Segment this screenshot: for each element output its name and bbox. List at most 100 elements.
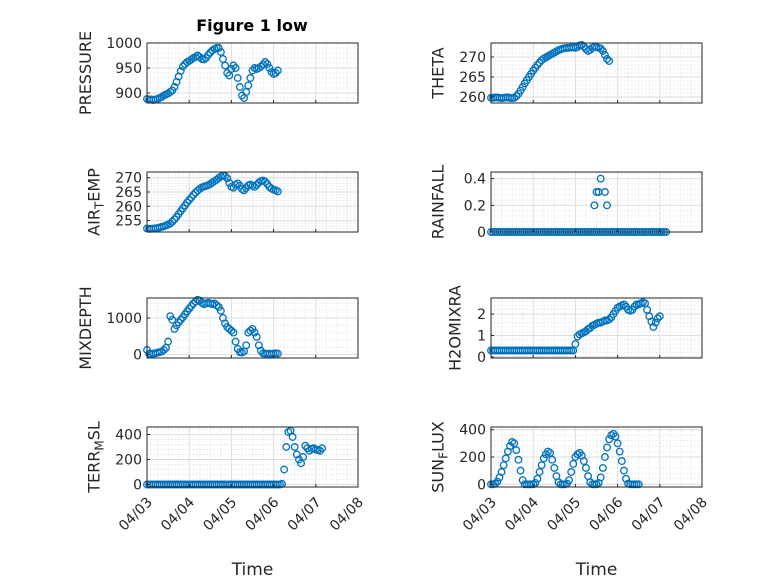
data-point xyxy=(282,443,291,451)
data-point xyxy=(613,439,622,448)
gridlines xyxy=(146,427,359,487)
data-point xyxy=(600,453,609,461)
x-axis-label: Time xyxy=(575,560,618,580)
axes-box xyxy=(146,426,359,488)
x-tick-label: 04/08 xyxy=(671,495,711,535)
gridlines xyxy=(146,298,359,358)
data-point xyxy=(571,340,580,349)
data-point xyxy=(166,219,175,228)
data-point xyxy=(615,447,624,456)
data-point xyxy=(516,466,525,475)
data-point xyxy=(157,93,166,101)
data-point xyxy=(273,66,282,75)
x-tick-label: 04/03 xyxy=(460,495,500,535)
data-point xyxy=(246,74,255,82)
y-tick-label: 400 xyxy=(459,423,486,439)
data-point xyxy=(630,302,639,311)
data-point xyxy=(535,58,544,67)
y-tick-label: 0 xyxy=(477,477,486,493)
data-point xyxy=(229,328,238,337)
gridlines xyxy=(490,172,703,233)
y-tick-label: 255 xyxy=(115,214,142,230)
y-axis-label: H2OMIXRA xyxy=(446,285,465,371)
y-tick-label: 900 xyxy=(115,86,142,102)
plot-area xyxy=(147,427,358,487)
data-point xyxy=(619,300,628,309)
data-point xyxy=(290,443,299,451)
data-point xyxy=(600,51,609,59)
data-point xyxy=(299,453,308,461)
data-point xyxy=(214,44,223,52)
axes-box xyxy=(146,42,359,104)
data-point xyxy=(510,93,519,102)
data-point xyxy=(598,47,607,55)
data-point xyxy=(567,468,576,476)
data-point xyxy=(533,61,542,69)
subplot-rainfall: 0 0.2 0.4 RAINFALL xyxy=(429,165,703,241)
subplot-mixdepth: 0 1000 MIXDEPTH xyxy=(76,286,359,370)
data-point xyxy=(250,328,259,337)
y-tick-label: 0.4 xyxy=(464,172,486,188)
data-point xyxy=(318,444,327,453)
data-point xyxy=(501,454,510,463)
data-point xyxy=(605,435,614,444)
data-point xyxy=(653,314,662,323)
x-axis-label: Time xyxy=(231,560,274,580)
data-point xyxy=(622,474,630,483)
data-point xyxy=(159,346,168,354)
data-point xyxy=(493,477,502,486)
data-point xyxy=(619,466,628,475)
axes-box xyxy=(490,297,703,359)
y-tick-label: 265 xyxy=(115,185,142,201)
data-point xyxy=(596,44,605,53)
data-point xyxy=(261,177,270,186)
axes-box xyxy=(490,171,703,233)
y-tick-label: 950 xyxy=(115,61,142,77)
y-axis-label: TERRMSL xyxy=(85,421,107,494)
x-tick-label: 04/06 xyxy=(587,494,627,534)
data-point xyxy=(590,201,599,210)
data-point xyxy=(611,432,620,441)
axes-box xyxy=(490,42,703,104)
data-point xyxy=(535,468,544,476)
subplot-sun-flux: 0 200 400 04/03 04/04 04/05 04/06 04/07 04/08 Tim… xyxy=(429,421,711,580)
data-point xyxy=(221,172,230,180)
data-point xyxy=(231,337,240,346)
data-point xyxy=(221,61,230,70)
y-tick-label: 200 xyxy=(115,453,142,469)
y-tick-label: 200 xyxy=(459,450,486,466)
y-tick-label: 400 xyxy=(115,428,142,444)
data-point xyxy=(582,463,590,472)
data-point xyxy=(600,188,609,196)
data-markers xyxy=(143,426,327,489)
data-point xyxy=(550,463,559,472)
data-point xyxy=(596,174,605,183)
y-axis-label: PRESSURE xyxy=(76,31,95,115)
data-point xyxy=(499,461,508,470)
data-point xyxy=(235,83,244,91)
data-point xyxy=(223,174,232,183)
data-point xyxy=(603,201,611,210)
data-point xyxy=(548,455,557,464)
y-tick-label: 1000 xyxy=(106,311,142,327)
y-tick-label: 0.2 xyxy=(464,198,486,214)
x-tick-label: 04/08 xyxy=(327,495,367,535)
data-point xyxy=(497,468,506,476)
data-point xyxy=(651,318,660,327)
data-point xyxy=(170,83,179,91)
y-tick-label: 0 xyxy=(133,478,142,494)
data-point xyxy=(655,312,664,321)
data-point xyxy=(265,64,274,72)
data-point xyxy=(216,48,225,56)
data-point xyxy=(634,480,643,489)
data-markers xyxy=(487,429,643,489)
data-point xyxy=(605,57,614,65)
data-point xyxy=(565,476,574,485)
data-point xyxy=(164,337,173,346)
data-point xyxy=(273,187,282,196)
data-point xyxy=(512,446,521,455)
data-point xyxy=(176,67,185,75)
